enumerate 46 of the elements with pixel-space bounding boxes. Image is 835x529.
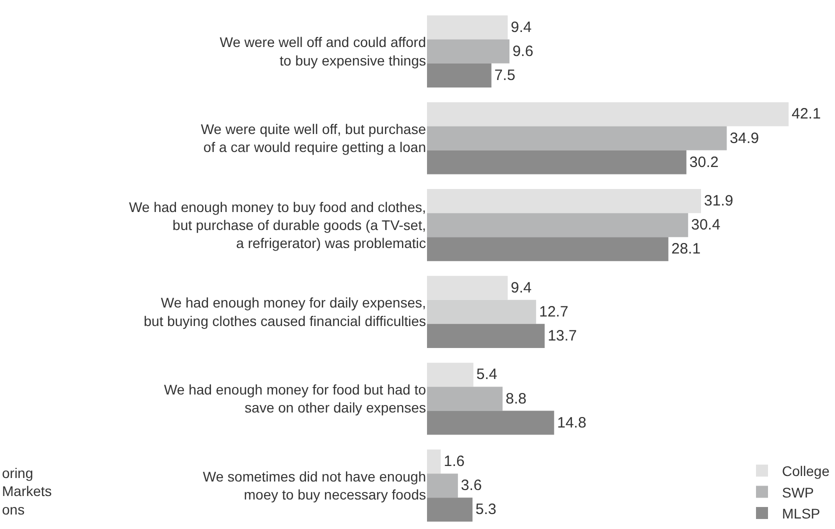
y-tick-label: We had enough money for daily expenses, but buying clothes caused financial difficulties [144,294,426,329]
y-tick-label: We were well off and could afford to buy expensive things [220,34,426,68]
data-label: 12.7 [539,303,568,320]
bar [427,498,473,522]
data-label: 31.9 [704,192,734,210]
data-label: 34.9 [730,130,759,147]
bar [427,300,536,324]
data-label: 3.6 [460,477,482,494]
bar [427,189,701,214]
y-tick-label: We had enough money for food but had to save on other daily expenses [164,382,426,416]
bar [427,324,545,348]
data-label: 8.8 [506,390,526,408]
bar [427,237,668,262]
bar [427,450,441,474]
data-label: 9.4 [510,18,532,36]
bar [427,276,508,300]
text: oring Markets ons [2,465,52,518]
bar [427,15,508,40]
bar [427,102,789,126]
y-tick-label: We sometimes did not have enough moey to buy necessary foods [202,468,426,503]
bar [427,362,474,387]
data-label: 9.6 [512,42,534,60]
data-label: 14.8 [557,414,586,432]
data-label: 9.4 [510,279,532,296]
data-label: 5.4 [476,366,498,384]
legend-label: MLSP [782,505,820,522]
bar [427,150,686,174]
data-label: 13.7 [548,327,577,344]
bar [427,213,688,238]
data-label: 42.1 [792,106,821,123]
bar [427,39,510,64]
bar [427,126,727,150]
bar [427,386,503,411]
data-label: 28.1 [671,240,701,258]
data-label: 7.5 [494,66,516,84]
legend-label: SWP [782,484,814,500]
data-label: 30.4 [691,216,720,234]
bar [427,63,492,88]
data-label: 1.6 [444,453,465,470]
bar [427,474,458,498]
y-tick-label: We had enough money to buy food and clothes, but purchase of durable goods (a TV-set, a refrigerator) was problematic [128,198,426,252]
legend-label: College [782,463,830,480]
data-label: 5.3 [476,501,496,518]
bar [427,410,554,435]
y-tick-label: We were quite well off, but purchase of a car would require getting a loan [200,121,426,156]
data-label: 30.2 [689,154,719,171]
